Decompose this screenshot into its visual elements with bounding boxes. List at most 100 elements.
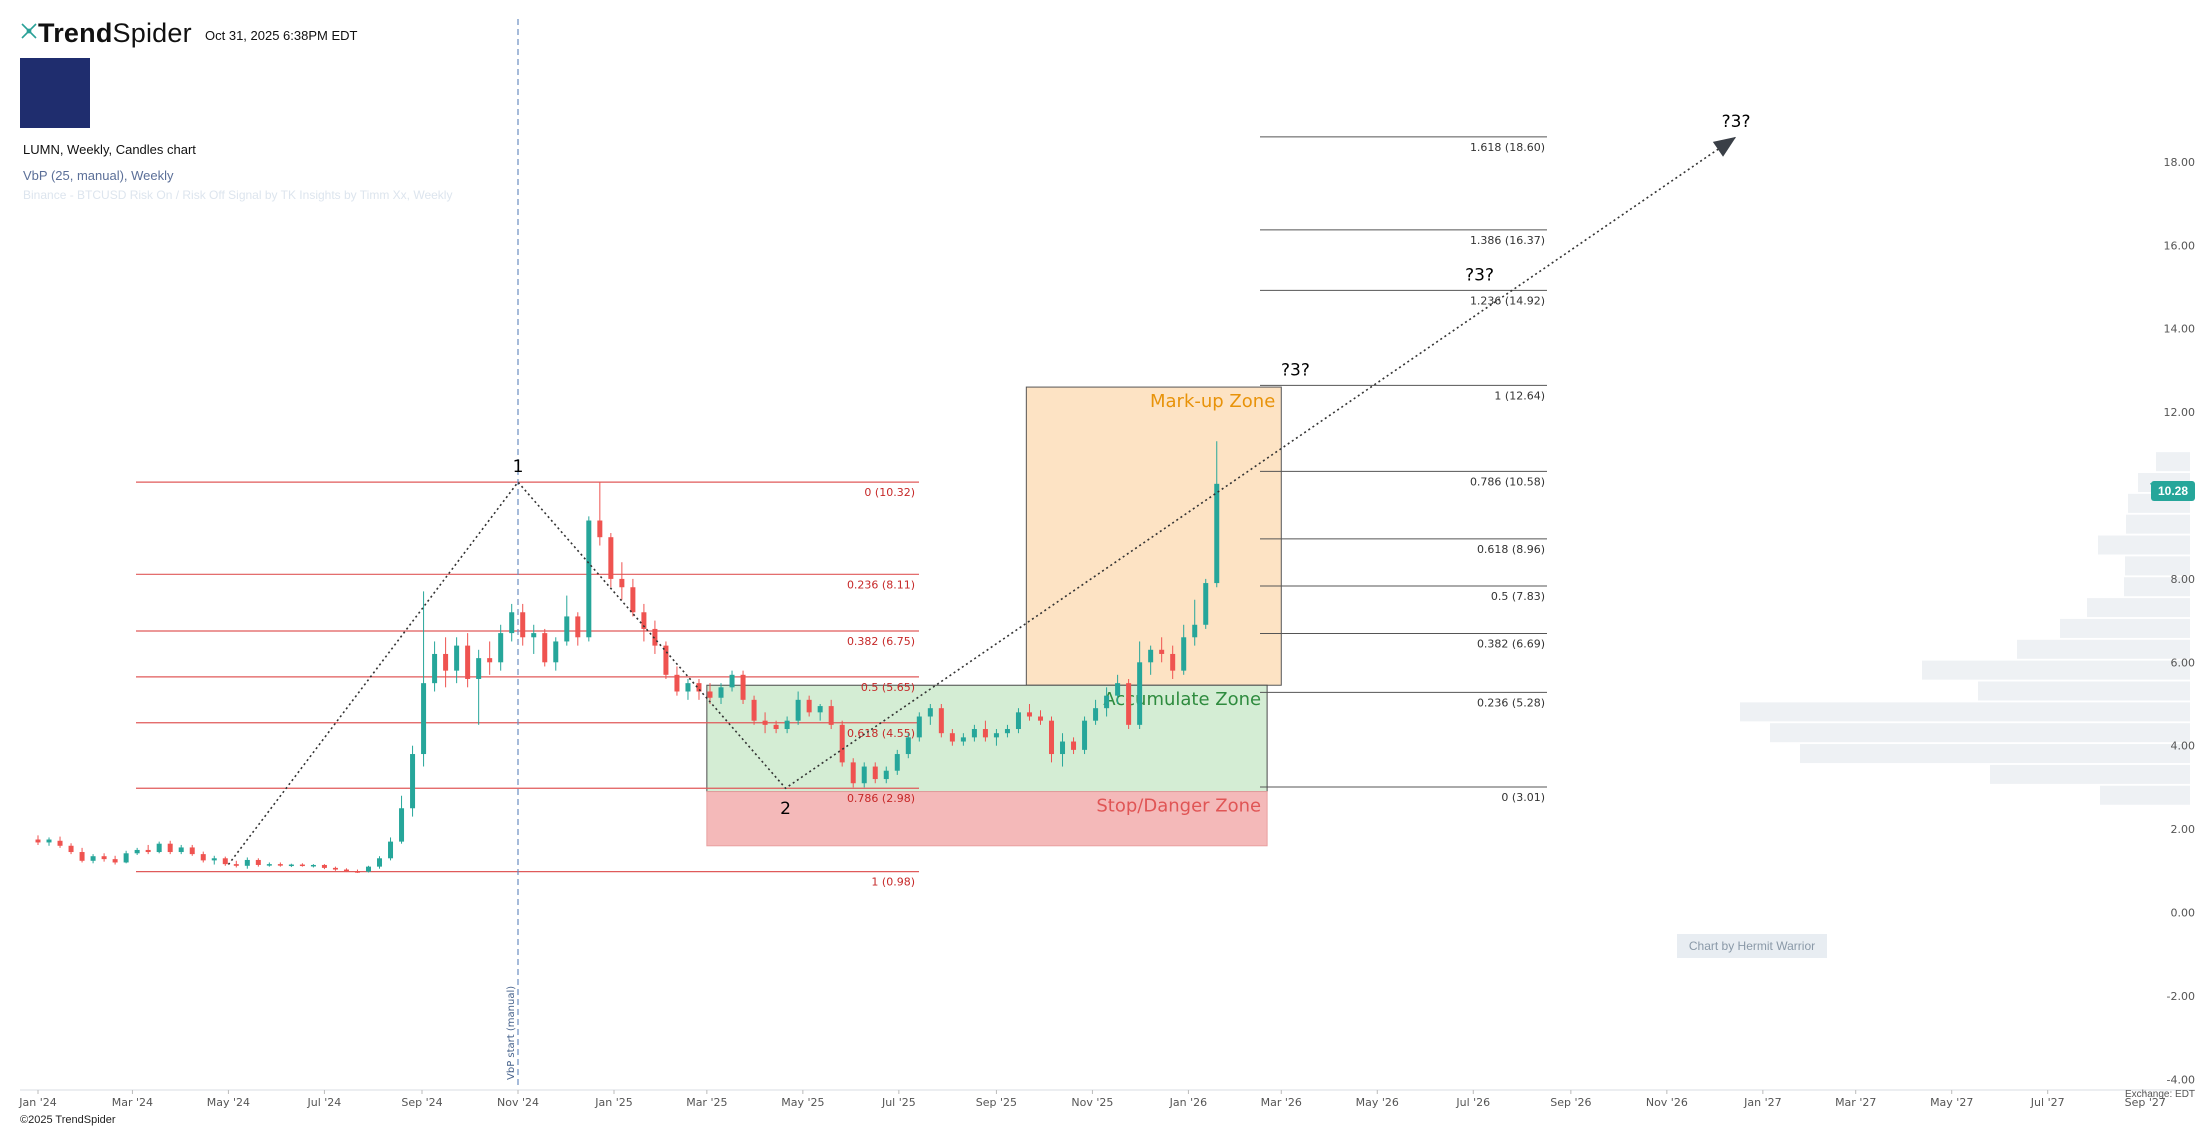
wave-label: ?3? — [1465, 265, 1494, 285]
y-tick-label: 16.00 — [2164, 239, 2196, 252]
x-tick-label: Nov '26 — [1646, 1096, 1688, 1109]
fib-label-right: 0.618 (8.96) — [1477, 543, 1545, 556]
vbp-bar — [2124, 577, 2190, 597]
candle-body — [960, 737, 966, 742]
candle-body — [1192, 624, 1198, 638]
candle-body — [178, 847, 184, 853]
candle-body — [993, 733, 999, 738]
candle-body — [123, 853, 129, 863]
candle-body — [729, 674, 735, 688]
candle-body — [828, 706, 834, 725]
candle-body — [1071, 741, 1077, 750]
candle-body — [674, 674, 680, 692]
chart-title: LUMN, Weekly, Candles chart — [23, 142, 196, 157]
candle-body — [112, 859, 118, 863]
candle-body — [222, 858, 228, 865]
candle-body — [498, 633, 504, 663]
vbp-bar — [2098, 535, 2190, 555]
wave-label: 2 — [780, 799, 791, 819]
candle-body — [1214, 483, 1220, 584]
candle-body — [410, 754, 416, 809]
candle-body — [619, 578, 625, 588]
candle-body — [1015, 712, 1021, 730]
candle-body — [916, 716, 922, 738]
candle-body — [795, 699, 801, 721]
candle-body — [718, 687, 724, 698]
candle-body — [365, 866, 371, 872]
candle-body — [652, 628, 658, 646]
y-tick-label: -4.00 — [2167, 1073, 2195, 1086]
wave-label: ?3? — [1281, 360, 1310, 380]
candle-body — [608, 537, 614, 579]
candle-body — [1082, 720, 1088, 750]
candle-body — [1104, 695, 1110, 709]
candle-body — [971, 729, 977, 738]
vbp-bar — [2100, 785, 2190, 805]
candle-body — [839, 724, 845, 763]
x-tick-label: Jul '27 — [2030, 1096, 2065, 1109]
indicator-vbp[interactable]: VbP (25, manual), Weekly — [23, 168, 174, 183]
fib-label-right: 0.786 (10.58) — [1470, 475, 1545, 488]
vbp-bar — [1978, 681, 2190, 701]
fib-label-right: 1 (12.64) — [1494, 389, 1545, 402]
x-tick-label: Nov '24 — [497, 1096, 539, 1109]
candle-body — [597, 520, 603, 538]
vbp-bar — [1990, 764, 2190, 784]
candle-body — [343, 869, 349, 872]
candle-body — [817, 706, 823, 713]
zone-label: Mark-up Zone — [1150, 391, 1275, 412]
candle-body — [1159, 649, 1165, 654]
y-tick-label: 2.00 — [2171, 823, 2196, 836]
vbp-bar — [2125, 556, 2190, 576]
x-tick-label: Jan '27 — [1743, 1096, 1781, 1109]
candle-body — [299, 864, 305, 867]
y-tick-label: 8.00 — [2171, 573, 2196, 586]
candle-body — [1037, 716, 1043, 721]
indicator-risk-signal[interactable]: Binance - BTCUSD Risk On / Risk Off Sign… — [23, 188, 453, 202]
x-tick-label: Jan '25 — [594, 1096, 632, 1109]
author-logo — [20, 58, 90, 128]
candle-body — [200, 854, 206, 861]
candle-body — [288, 864, 294, 867]
fib-label-right: 0 (3.01) — [1501, 791, 1545, 804]
candle-body — [79, 852, 85, 861]
candle-body — [443, 653, 449, 671]
fib-label-right: 1.618 (18.60) — [1470, 141, 1545, 154]
fib-label-left: 0 (10.32) — [864, 486, 915, 499]
candle-body — [949, 733, 955, 742]
candle-body — [1115, 683, 1121, 696]
candle-body — [773, 724, 779, 730]
vbp-bar — [1800, 744, 2190, 764]
vbp-bar — [2087, 598, 2190, 618]
candle-body — [233, 864, 239, 866]
candle-body — [354, 871, 360, 873]
fib-label-left: 0.236 (8.11) — [847, 578, 915, 591]
x-tick-label: Mar '25 — [686, 1096, 727, 1109]
candle-body — [487, 658, 493, 663]
candle-body — [432, 653, 438, 684]
candle-body — [465, 645, 471, 679]
x-tick-label: Jul '24 — [307, 1096, 342, 1109]
candle-body — [277, 864, 283, 866]
candle-body — [751, 699, 757, 721]
candle-body — [145, 849, 151, 853]
fib-label-left: 0.618 (4.55) — [847, 727, 915, 740]
zone-mark-up-zone — [1025, 386, 1282, 686]
candle-body — [586, 520, 592, 638]
candle-body — [57, 840, 63, 846]
candle-body — [421, 683, 427, 755]
candle-body — [211, 858, 217, 861]
candle-body — [938, 708, 944, 734]
vbp-bar — [2126, 514, 2190, 534]
candle-body — [685, 683, 691, 692]
candle-body — [310, 864, 316, 867]
fib-label-left: 0.5 (5.65) — [861, 681, 915, 694]
candle-body — [806, 699, 812, 713]
candle-body — [1137, 662, 1143, 725]
x-tick-label: May '27 — [1930, 1096, 1973, 1109]
candle-body — [46, 839, 52, 843]
candle-body — [244, 859, 250, 866]
candle-body — [982, 729, 988, 738]
x-tick-label: May '26 — [1356, 1096, 1399, 1109]
